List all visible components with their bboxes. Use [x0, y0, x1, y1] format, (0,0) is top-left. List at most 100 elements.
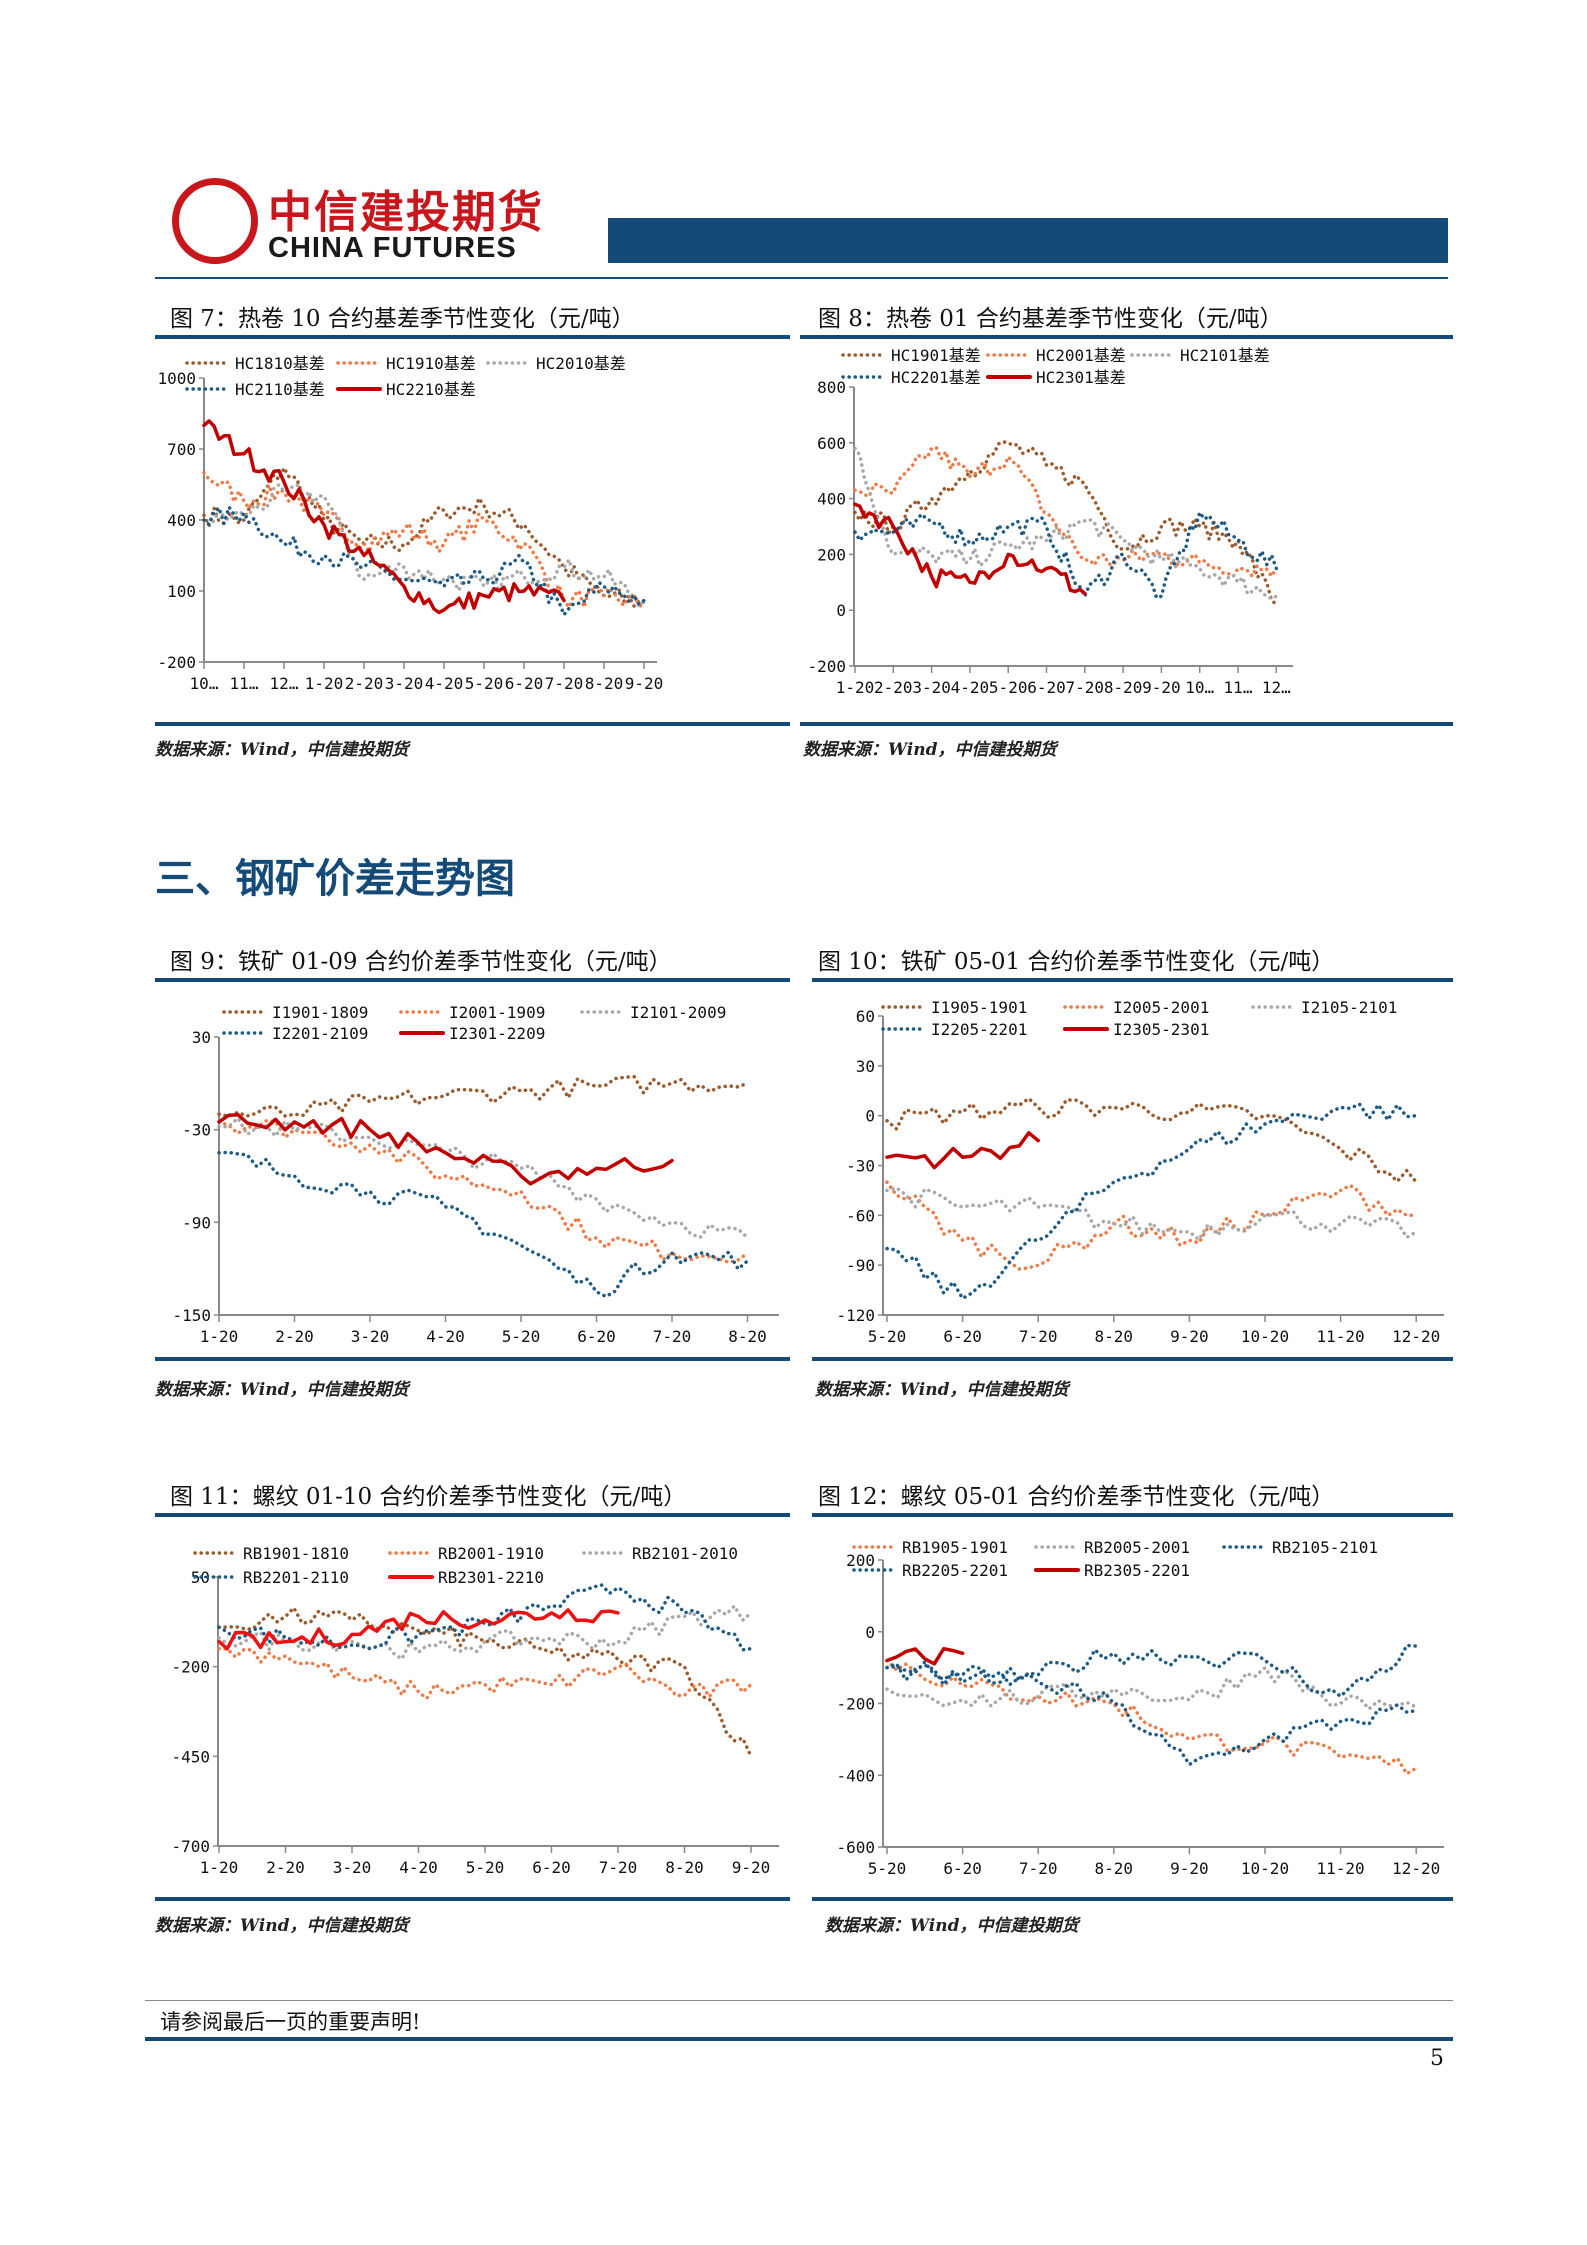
legend-label: HC1901基差 — [891, 346, 981, 365]
series-line-I2101-2009 — [217, 1116, 750, 1240]
legend-label: RB2005-2001 — [1084, 1538, 1190, 1557]
series-line-HC2301基差 — [853, 502, 1087, 596]
chart-9: 30 -30 -90 -150 1-20 2-20 3-20 4-20 5-20 6-20 7-20… — [172, 1003, 779, 1346]
logo-text-en: CHINA FUTURES — [268, 232, 517, 264]
figure-11-title: 图 11：螺纹 01-10 合约价差季节性变化（元/吨） — [170, 1484, 687, 1510]
legend-label: I2001-1909 — [449, 1003, 545, 1022]
legend-label: HC2301基差 — [1036, 368, 1126, 387]
legend-label: HC2201基差 — [891, 368, 981, 387]
x-tick-label: 1-20 — [200, 1327, 239, 1346]
y-tick-label: -90 — [182, 1213, 211, 1232]
footer-rule-top — [145, 2000, 1453, 2001]
series-line-I2105-2101 — [885, 1186, 1418, 1242]
y-tick-label: 60 — [856, 1007, 875, 1026]
figure-8-source: 数据来源：Wind，中信建投期货 — [803, 740, 1057, 760]
x-tick-label: 7-20 — [653, 1327, 692, 1346]
x-tick-label: 6-20 — [1027, 678, 1066, 697]
series-line-RB2101-2010 — [217, 1604, 753, 1661]
x-tick-label: 6-20 — [577, 1327, 616, 1346]
legend-label: RB2301-2210 — [438, 1568, 544, 1587]
legend-label: RB2305-2201 — [1084, 1561, 1190, 1580]
legend-label: I2301-2209 — [449, 1024, 545, 1043]
legend-label: RB2105-2101 — [1272, 1538, 1378, 1557]
series-line-HC2210基差 — [202, 419, 566, 615]
x-tick-label: 7-20 — [1066, 678, 1105, 697]
x-tick-label: 7-20 — [545, 674, 584, 693]
series-line-HC2110基差 — [202, 505, 646, 617]
figure-7-title-rule — [155, 335, 790, 339]
figure-12-title-rule — [812, 1513, 1453, 1517]
figure-11-bottom-rule — [155, 1897, 790, 1901]
series-line-HC2201基差 — [853, 510, 1279, 600]
legend-label: RB2101-2010 — [632, 1544, 738, 1563]
figure-10-title-rule — [812, 978, 1453, 982]
x-tick-label: 1-20 — [836, 678, 875, 697]
series-line-HC1901基差 — [853, 440, 1279, 607]
series-line-RB2001-1910 — [217, 1646, 753, 1701]
legend-label: RB1901-1810 — [243, 1544, 349, 1563]
legend-label: I2101-2009 — [630, 1003, 726, 1022]
logo-text-cn: 中信建投期货 — [268, 187, 544, 238]
y-tick-label: -30 — [846, 1157, 875, 1176]
y-tick-label: -30 — [182, 1121, 211, 1140]
series-line-RB2305-2201 — [885, 1646, 965, 1666]
legend-label: HC2010基差 — [536, 354, 626, 373]
legend-label: RB2205-2201 — [902, 1561, 1008, 1580]
legend-label: I1901-1809 — [272, 1003, 368, 1022]
x-tick-label: 4-20 — [399, 1858, 438, 1877]
x-tick-label: 3-20 — [351, 1327, 390, 1346]
y-tick-label: 30 — [192, 1028, 211, 1047]
x-tick-label: 3-20 — [333, 1858, 372, 1877]
y-tick-label: 1000 — [157, 369, 196, 388]
series-line-I2001-1909 — [217, 1119, 750, 1265]
series-line-RB1905-1901 — [885, 1658, 1418, 1776]
legend-label: HC2001基差 — [1036, 346, 1126, 365]
figure-11-title-rule — [155, 1513, 790, 1517]
x-tick-label: 1-20 — [305, 674, 344, 693]
x-tick-label: 8-20 — [585, 674, 624, 693]
x-tick-label: 8-20 — [1104, 678, 1143, 697]
legend-label: HC1910基差 — [386, 354, 476, 373]
y-tick-label: -700 — [171, 1837, 210, 1856]
figure-10-title: 图 10：铁矿 05-01 合约价差季节性变化（元/吨） — [818, 949, 1335, 975]
figure-10-bottom-rule — [812, 1357, 1453, 1361]
x-tick-label: 5-20 — [502, 1327, 541, 1346]
series-line-I1901-1809 — [217, 1075, 750, 1118]
chart-8: 800 600 400 200 0 -200 1-20 2-20 3-20 4-20 5-20 6-2… — [807, 346, 1293, 697]
y-tick-label: 800 — [817, 378, 846, 397]
y-tick-label: -200 — [836, 1695, 875, 1714]
header-bar — [608, 218, 1448, 263]
series-line-HC2001基差 — [853, 445, 1279, 579]
y-tick-label: -90 — [846, 1256, 875, 1275]
chart-10: 60 30 0 -30 -60 -90 -120 5-20 6-20 7-20 8-20 9-20 10… — [836, 998, 1444, 1346]
series-line-I1905-1901 — [885, 1096, 1418, 1184]
y-tick-label: 30 — [856, 1057, 875, 1076]
y-tick-label: -60 — [846, 1206, 875, 1225]
y-tick-label: 400 — [167, 511, 196, 530]
x-tick-label: 6-20 — [943, 1327, 982, 1346]
x-tick-label: 4-20 — [426, 1327, 465, 1346]
series-line-RB2005-2001 — [885, 1665, 1418, 1711]
y-tick-label: -600 — [836, 1838, 875, 1857]
x-tick-label: 2-20 — [345, 674, 384, 693]
y-tick-label: 0 — [865, 1107, 875, 1126]
x-tick-label: 5-20 — [868, 1859, 907, 1878]
figure-9-source: 数据来源：Wind，中信建投期货 — [155, 1380, 409, 1400]
series-line-RB2205-2201 — [885, 1660, 1418, 1767]
figure-7-title: 图 7：热卷 10 合约基差季节性变化（元/吨） — [170, 306, 635, 332]
x-tick-label: 7-20 — [599, 1858, 638, 1877]
series-line-RB1901-1810 — [217, 1606, 753, 1759]
chart-12: 200 0 -200 -400 -600 5-20 6-20 7-20 8-20 9-20 10-2… — [836, 1538, 1444, 1878]
x-tick-label: 3-20 — [912, 678, 951, 697]
x-tick-label: 2-20 — [874, 678, 913, 697]
series-line-I2301-2209 — [217, 1112, 674, 1186]
x-tick-label: 11-20 — [1317, 1859, 1365, 1878]
y-tick-label: -450 — [171, 1747, 210, 1766]
x-tick-label: 5-20 — [465, 674, 504, 693]
figure-10-source: 数据来源：Wind，中信建投期货 — [815, 1380, 1069, 1400]
y-tick-label: -400 — [836, 1766, 875, 1785]
x-tick-label: 12… — [270, 674, 299, 693]
x-tick-label: 8-20 — [665, 1858, 704, 1877]
